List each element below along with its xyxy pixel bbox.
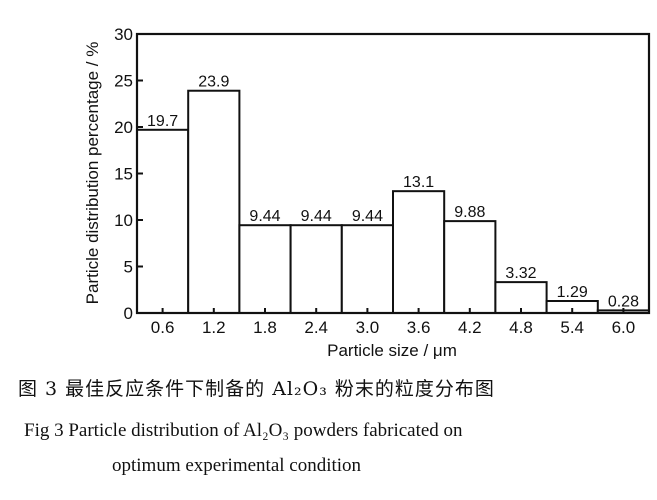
bar-3.6 xyxy=(392,190,446,314)
y-tick-label-10: 10 xyxy=(114,211,133,230)
data-label-4.2: 9.88 xyxy=(454,204,485,221)
data-label-3.0: 9.44 xyxy=(352,208,383,225)
x-tick-label-3.6: 3.6 xyxy=(407,318,431,337)
y-tick-label-15: 15 xyxy=(114,165,133,184)
x-axis-title: Particle size / μm xyxy=(327,341,457,360)
bar-1.2 xyxy=(187,89,241,315)
y-axis-title: Particle distribution percentage / % xyxy=(83,42,102,305)
data-label-2.4: 9.44 xyxy=(301,208,332,225)
data-label-1.8: 9.44 xyxy=(249,208,280,225)
y-tick-label-20: 20 xyxy=(114,118,133,137)
x-tick-label-0.6: 0.6 xyxy=(151,318,175,337)
data-labels-group: 19.7 23.9 9.44 9.44 9.44 13.1 9.88 3.32 1.29 0.28 xyxy=(147,74,639,311)
y-tick-label-25: 25 xyxy=(114,72,133,91)
x-tick-label-4.2: 4.2 xyxy=(458,318,482,337)
y-tick-label-30: 30 xyxy=(114,25,133,44)
bar-0.6 xyxy=(136,128,190,314)
x-tick-label-2.4: 2.4 xyxy=(304,318,328,337)
x-tick-label-1.8: 1.8 xyxy=(253,318,277,337)
x-axis: 0.6 1.2 1.8 2.4 3.0 3.6 4.2 4.8 5.4 6.0 xyxy=(151,308,635,337)
figure-caption-chinese: 图 3 最佳反应条件下制备的 Al₂O₃ 粉末的粒度分布图 xyxy=(18,378,495,400)
data-label-0.6: 19.7 xyxy=(147,113,178,130)
bar-1.8 xyxy=(238,224,292,314)
bars-group xyxy=(136,89,650,315)
data-label-4.8: 3.32 xyxy=(505,265,536,282)
y-tick-label-5: 5 xyxy=(124,258,133,277)
x-tick-label-4.8: 4.8 xyxy=(509,318,533,337)
x-tick-label-5.4: 5.4 xyxy=(560,318,584,337)
bar-3.0 xyxy=(340,224,394,314)
figure-caption-english-line2: optimum experimental condition xyxy=(112,455,362,476)
bar-4.2 xyxy=(443,220,497,314)
data-label-3.6: 13.1 xyxy=(403,174,434,191)
data-label-1.2: 23.9 xyxy=(198,74,229,91)
figure-caption-english-line1: Fig 3 Particle distribution of Al₂O₃ pow… xyxy=(24,420,463,441)
x-tick-label-6.0: 6.0 xyxy=(612,318,636,337)
x-tick-label-1.2: 1.2 xyxy=(202,318,226,337)
y-tick-label-0: 0 xyxy=(124,304,133,323)
data-label-6.0: 0.28 xyxy=(608,293,639,310)
data-label-5.4: 1.29 xyxy=(557,284,588,301)
bar-chart: 19.7 23.9 9.44 9.44 9.44 13.1 9.88 3.32 1.29 0.28… xyxy=(83,25,651,360)
x-tick-label-3.0: 3.0 xyxy=(356,318,380,337)
y-axis: 0 5 10 15 20 25 30 xyxy=(114,25,143,323)
bar-2.4 xyxy=(289,224,343,314)
